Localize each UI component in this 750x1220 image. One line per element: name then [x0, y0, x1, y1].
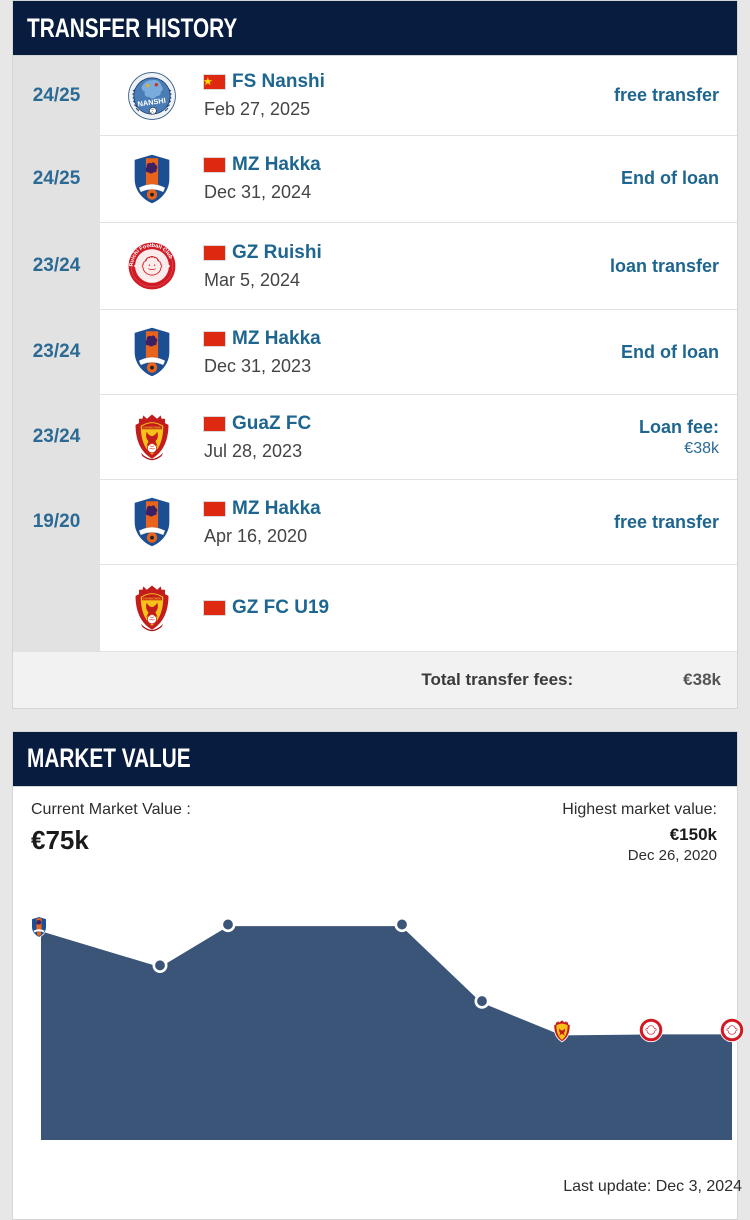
- svg-text:GUANGZHOU: GUANGZHOU: [143, 426, 162, 430]
- svg-text:2024: 2024: [147, 278, 158, 283]
- svg-text:GUANGZHOU: GUANGZHOU: [143, 596, 162, 600]
